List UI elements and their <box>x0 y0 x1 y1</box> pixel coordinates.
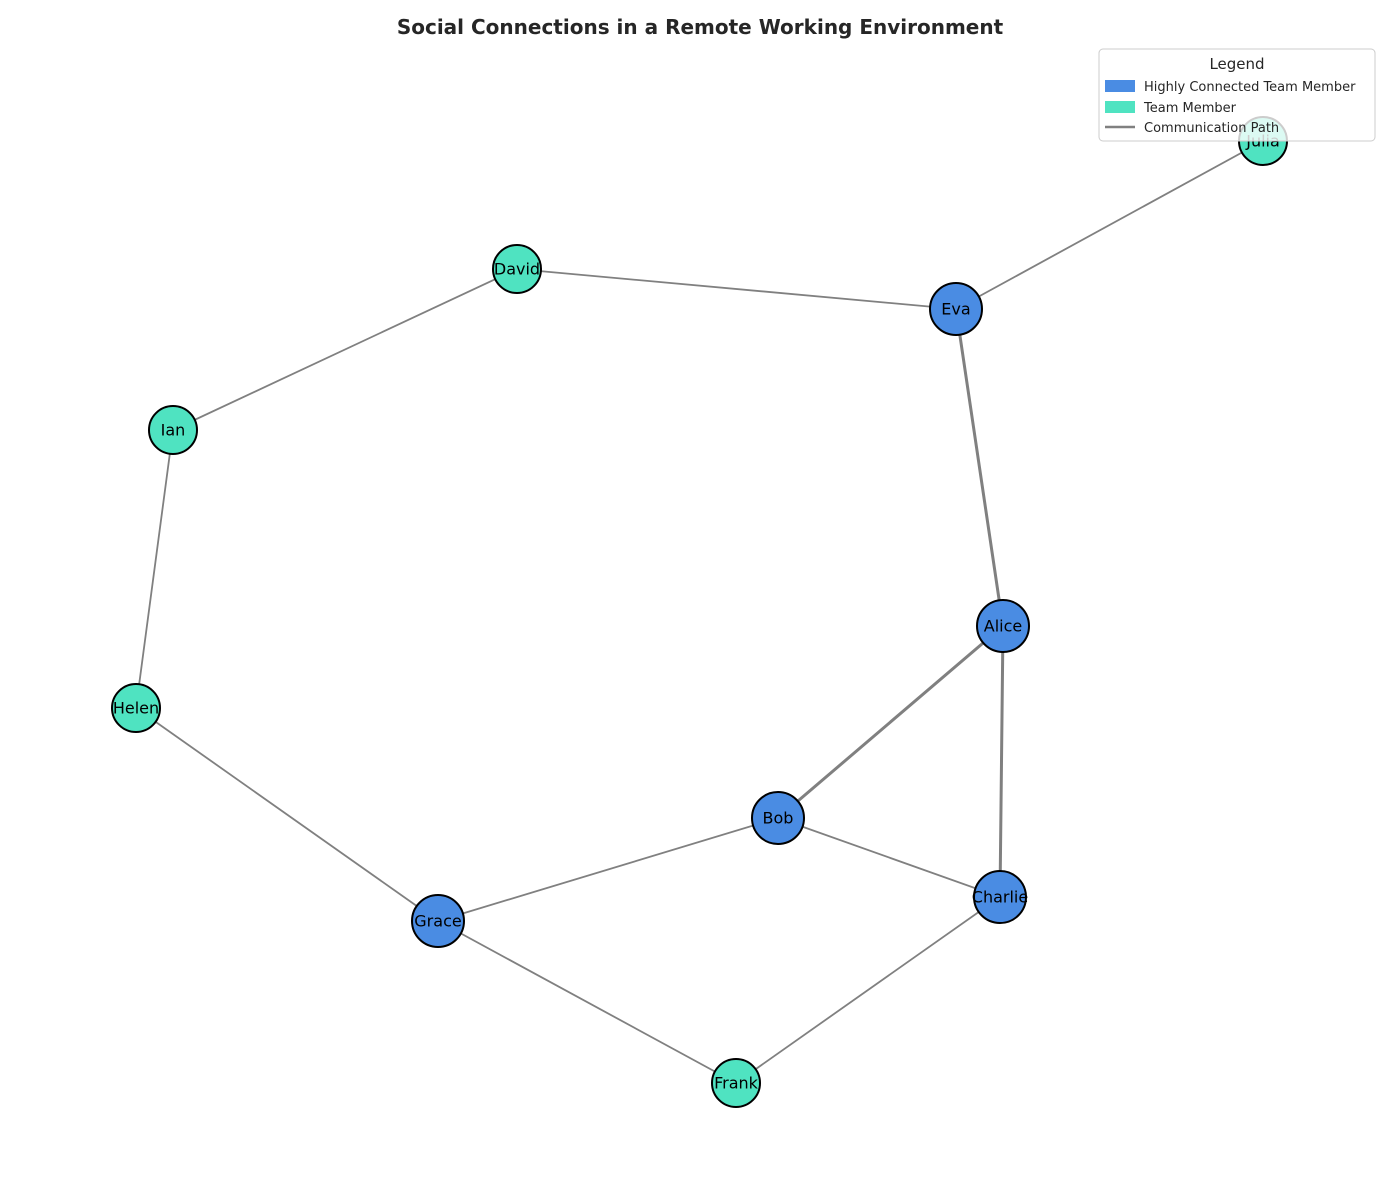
node-label-ian: Ian <box>161 421 186 440</box>
nodes-layer: Alice Bob Charlie David Eva Frank Grace Helen Ia… <box>111 116 1288 1108</box>
node-circle-david <box>492 244 542 294</box>
edge-eva-alice <box>954 307 1005 628</box>
edge-ian-helen <box>135 429 174 709</box>
node-david: David <box>492 244 542 294</box>
node-circle-frank <box>711 1058 761 1108</box>
edge-alice-bob <box>776 624 1005 820</box>
node-label-david: David <box>494 260 540 279</box>
legend-label-team-member: Team Member <box>1143 101 1237 116</box>
node-eva: Eva <box>929 282 983 336</box>
node-alice: Alice <box>976 599 1030 653</box>
edge-alice-charlie <box>998 624 1005 899</box>
node-circle-helen <box>111 683 161 733</box>
node-label-charlie: Charlie <box>972 888 1028 907</box>
node-circle-alice <box>976 599 1030 653</box>
legend-title: Legend <box>1209 55 1264 73</box>
edge-bob-grace <box>437 817 779 922</box>
node-helen: Helen <box>111 683 161 733</box>
node-circle-eva <box>929 282 983 336</box>
node-circle-bob <box>751 791 805 845</box>
node-label-frank: Frank <box>714 1074 759 1093</box>
node-label-eva: Eva <box>941 300 970 319</box>
diagram-title: Social Connections in a Remote Working E… <box>397 15 1004 39</box>
edge-david-ian <box>172 268 518 431</box>
node-circle-charlie <box>973 870 1027 924</box>
node-circle-ian <box>148 405 198 455</box>
edges-layer <box>135 140 1264 1084</box>
node-frank: Frank <box>711 1058 761 1108</box>
edge-helen-grace <box>135 707 439 922</box>
legend-label-highly-connected: Highly Connected Team Member <box>1144 80 1356 95</box>
edge-bob-charlie <box>777 817 1001 898</box>
legend-swatch-highly-connected <box>1105 80 1135 92</box>
legend: Legend Highly Connected Team Member Team… <box>1098 48 1376 142</box>
legend-swatch-team-member <box>1105 101 1135 113</box>
node-ian: Ian <box>148 405 198 455</box>
legend-frame <box>1098 48 1376 142</box>
node-label-alice: Alice <box>984 617 1022 636</box>
edge-eva-julia <box>955 140 1264 310</box>
node-bob: Bob <box>751 791 805 845</box>
edge-charlie-frank <box>735 896 1001 1084</box>
edge-grace-frank <box>437 920 737 1084</box>
edge-david-eva <box>516 268 957 310</box>
node-label-grace: Grace <box>414 912 461 931</box>
node-label-helen: Helen <box>113 699 159 718</box>
legend-label-communication-path: Communication Path <box>1144 121 1279 136</box>
node-grace: Grace <box>411 894 465 948</box>
node-charlie: Charlie <box>972 870 1028 924</box>
node-label-bob: Bob <box>763 809 794 828</box>
node-circle-grace <box>411 894 465 948</box>
